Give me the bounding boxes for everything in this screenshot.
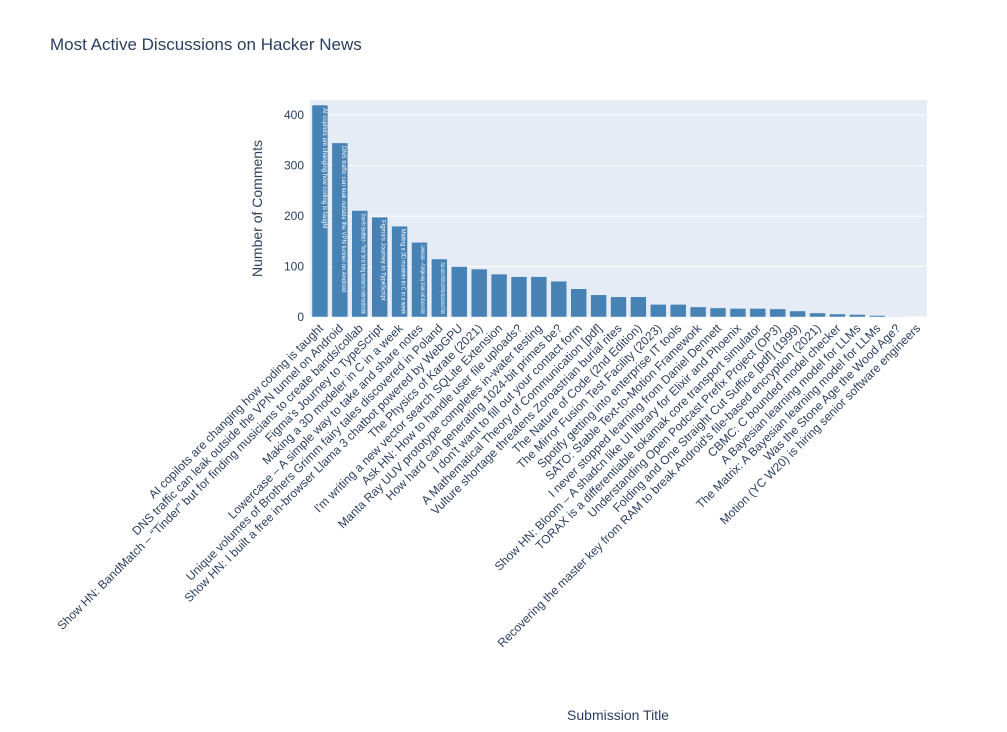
y-tick-label: 400 xyxy=(284,108,304,122)
bar xyxy=(650,304,667,318)
bar-text-label: Unique volumes of Brothers Grimm fairy t… xyxy=(439,262,445,314)
bar xyxy=(331,142,349,318)
bar xyxy=(630,296,647,318)
bar xyxy=(351,210,368,318)
bar xyxy=(391,225,408,318)
bar xyxy=(669,304,687,318)
bar-text-label: Making a 3D modeler in C in a week xyxy=(399,229,405,315)
bar xyxy=(809,312,826,318)
bar-text-label: Lowercase – A simple way to take and sha… xyxy=(419,245,425,314)
bar-text-label: Figma's Journey to TypeScript xyxy=(379,220,385,301)
bar xyxy=(888,316,906,318)
bar xyxy=(749,308,767,318)
bar xyxy=(371,216,388,318)
y-tick-label: 0 xyxy=(297,310,304,324)
bar xyxy=(689,306,707,318)
bar xyxy=(431,258,448,318)
bar xyxy=(411,242,428,318)
y-tick-label: 100 xyxy=(284,260,304,274)
bar-text-label: Show HN: BandMatch – “Tinder” but for fi… xyxy=(360,214,366,315)
bar xyxy=(829,313,846,318)
bars: AI copilots are changing how coding is t… xyxy=(311,104,906,318)
bar xyxy=(470,268,488,318)
bar xyxy=(311,104,329,318)
y-tick-label: 200 xyxy=(284,209,304,223)
bar xyxy=(709,307,727,318)
bar xyxy=(869,315,886,318)
bar xyxy=(729,308,747,318)
bar xyxy=(590,294,607,318)
bar xyxy=(510,276,528,318)
y-axis-title: Number of Comments xyxy=(249,140,265,277)
bar xyxy=(769,308,786,318)
bar xyxy=(610,296,627,318)
bar xyxy=(789,310,806,318)
y-tick-label: 300 xyxy=(284,159,304,173)
bar-text-label: DNS traffic can leak outside the VPN tun… xyxy=(340,146,346,292)
bar xyxy=(451,266,468,318)
bar xyxy=(849,314,866,318)
bar-text-label: AI copilots are changing how coding is t… xyxy=(321,108,327,229)
chart-title: Most Active Discussions on Hacker News xyxy=(50,35,362,54)
bar xyxy=(530,276,548,318)
bar xyxy=(570,288,587,318)
x-axis-title: Submission Title xyxy=(567,707,669,723)
bar xyxy=(490,273,508,318)
bar xyxy=(550,280,568,318)
y-axis-ticks: 0 100 200 300 400 xyxy=(284,108,304,324)
